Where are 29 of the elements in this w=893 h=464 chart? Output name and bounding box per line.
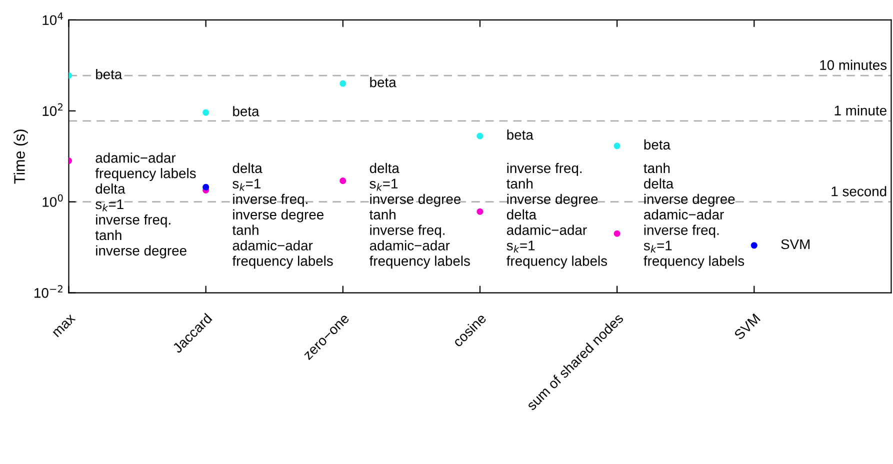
text: adamic−adar frequency labels delta s$_{k}$=1 inverse freq. tanh inverse degree <box>95 152 196 258</box>
annotation: beta <box>507 130 534 140</box>
annotation: beta <box>96 69 122 80</box>
ref-line-label: 1 minute <box>834 105 886 116</box>
text: inverse freq. tanh inverse degree delta adamic−adar s$_{k}$=1 frequency labels <box>506 162 608 269</box>
text: delta s$_{k}$=1 inverse degree tanh inverse freq. adamic−adar frequency labels <box>370 162 470 269</box>
annotation: SVM <box>781 239 810 250</box>
annotation: beta <box>370 77 396 88</box>
y-tick-label: 10$^{2}$ <box>42 103 62 116</box>
annotation: beta <box>644 139 670 150</box>
ref-line-label: 10 minutes <box>820 60 887 70</box>
y-tick-label: 10$^{4}$ <box>42 12 63 26</box>
point <box>340 178 346 184</box>
y-tick-label: 10$^{−2}$ <box>34 285 62 298</box>
point <box>614 230 620 237</box>
annotation: beta <box>233 106 260 116</box>
point <box>476 208 484 215</box>
y-axis-title: Time (s) <box>14 130 28 184</box>
point <box>614 142 620 150</box>
ref-line-label: 1 second <box>832 186 886 196</box>
point <box>476 132 484 140</box>
y-tick-label: 10$^{0}$ <box>42 194 63 207</box>
text: tanh delta inverse degree adamic−adar inverse freq. s$_{k}$=1 frequency labels <box>644 162 744 269</box>
point <box>202 109 210 116</box>
point <box>340 80 346 87</box>
text: delta s$_{k}$=1 inverse freq. inverse degree tanh adamic−adar frequency labels <box>232 162 333 269</box>
x-tick-label: max <box>52 314 76 338</box>
point <box>750 242 758 249</box>
point <box>202 184 210 190</box>
